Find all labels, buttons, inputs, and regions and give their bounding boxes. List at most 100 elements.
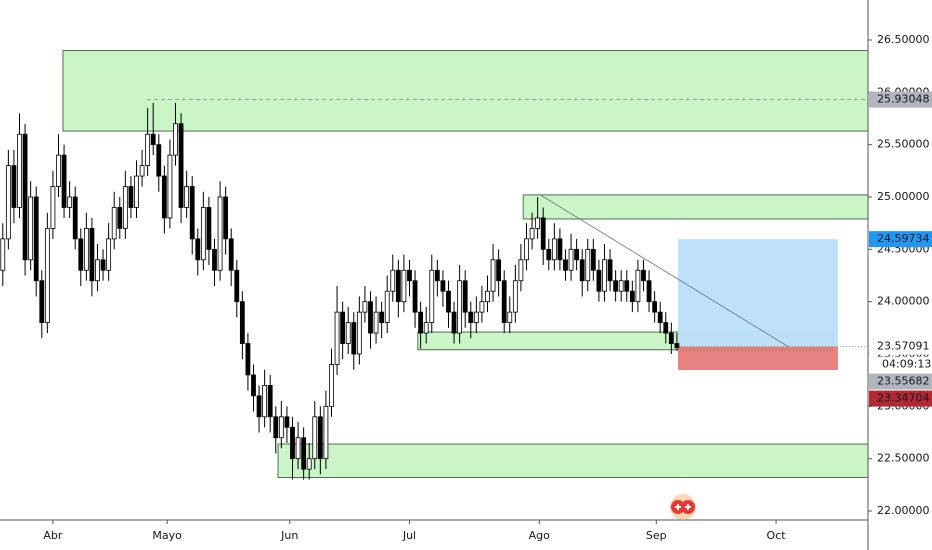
candle-body (173, 123, 178, 156)
candle-body (368, 301, 373, 334)
candle-body (256, 395, 262, 418)
candle-body (618, 280, 624, 292)
countdown: 04:09:13 (882, 358, 931, 371)
candle-body (234, 269, 240, 303)
candle-body (33, 196, 39, 282)
countdown-bg (869, 356, 932, 373)
candle-body (128, 186, 134, 208)
candle-body (278, 416, 284, 439)
candle-body (529, 227, 535, 240)
y-tick-label: 22.50000 (877, 452, 930, 465)
candle-body (122, 186, 128, 229)
candle-body (28, 196, 34, 261)
candle-body (72, 196, 78, 240)
y-tick-label: 26.50000 (877, 33, 930, 46)
candle-body (223, 196, 229, 240)
candle-body (273, 416, 279, 439)
candle-body (100, 259, 106, 271)
candle-body (167, 154, 173, 219)
candle-body (551, 238, 557, 261)
candle-body (39, 280, 45, 324)
price-badge (869, 390, 932, 407)
candle-body (134, 175, 139, 208)
candle-body (629, 290, 635, 303)
price-badge-label: 24.59734 (877, 232, 930, 245)
candle-body (351, 322, 357, 355)
candle-body (579, 259, 585, 282)
candle-body (150, 133, 156, 146)
candle-body (512, 280, 518, 313)
candle-body (228, 238, 234, 271)
candle-body (251, 374, 256, 397)
x-tick-label: Abr (43, 529, 63, 542)
candle-body (535, 217, 541, 229)
candle-body (429, 269, 435, 323)
candle-body (434, 269, 440, 282)
plot-area (0, 50, 869, 480)
candle-body (674, 343, 680, 349)
candle-body (334, 311, 340, 365)
candle-body (468, 311, 474, 323)
candle-body (195, 238, 201, 261)
price-badge (869, 373, 932, 390)
x-tick-label: Mayo (152, 529, 182, 542)
candle-body (245, 343, 251, 376)
candle-body (568, 248, 574, 271)
candle-body (446, 290, 451, 313)
trend-line (540, 194, 789, 348)
candle-body (451, 311, 457, 334)
x-tick-label: Ago (529, 529, 551, 542)
candle-body (22, 133, 28, 261)
candle-body (323, 405, 329, 460)
candle-body (290, 426, 295, 460)
candle-body (139, 165, 145, 177)
candle-body (590, 248, 596, 271)
candle-body (507, 311, 513, 323)
candle-body (340, 311, 346, 344)
candle-body (206, 207, 212, 250)
candle-body (111, 207, 117, 240)
candle-body (239, 301, 245, 344)
y-tick-label: 22.00000 (877, 504, 930, 517)
stop-zone (678, 346, 838, 371)
candle-body (83, 227, 89, 271)
candle-body (267, 384, 273, 418)
candle-body (462, 280, 468, 313)
x-tick-label: Oct (767, 529, 787, 542)
price-badge-label: 23.55682 (877, 375, 930, 388)
candle-body (356, 311, 362, 355)
candle-body (585, 248, 591, 282)
candle-body (295, 437, 301, 460)
candle-body (345, 322, 351, 344)
candle-body (317, 416, 323, 460)
candle-body (557, 238, 563, 261)
candle-body (490, 259, 496, 292)
candle-body (657, 311, 663, 323)
candle-body (563, 259, 568, 271)
candle-body (390, 269, 396, 292)
candle-body (596, 269, 602, 292)
candle-body (329, 364, 334, 407)
candle-body (496, 259, 502, 282)
candle-body (117, 207, 123, 229)
candle-body (145, 133, 151, 166)
candle-body (607, 259, 613, 282)
candle-body (5, 165, 11, 240)
candle-body (312, 416, 318, 460)
candle-body (67, 196, 73, 208)
x-tick-label: Jun (280, 529, 298, 542)
price-badge-label: 25.93048 (877, 93, 930, 106)
profit-zone (678, 239, 838, 347)
y-tick-label: 25.00000 (877, 190, 930, 203)
candle-body (479, 301, 485, 313)
candle-body (306, 458, 312, 470)
candle-body (61, 154, 67, 208)
candle-body (546, 248, 552, 261)
candle-body (418, 311, 424, 334)
candle-body (407, 269, 412, 282)
candle-body (663, 322, 669, 334)
candle-body (384, 290, 390, 324)
price-badge-label: 23.57091 (877, 340, 930, 353)
candle-body (50, 186, 56, 229)
